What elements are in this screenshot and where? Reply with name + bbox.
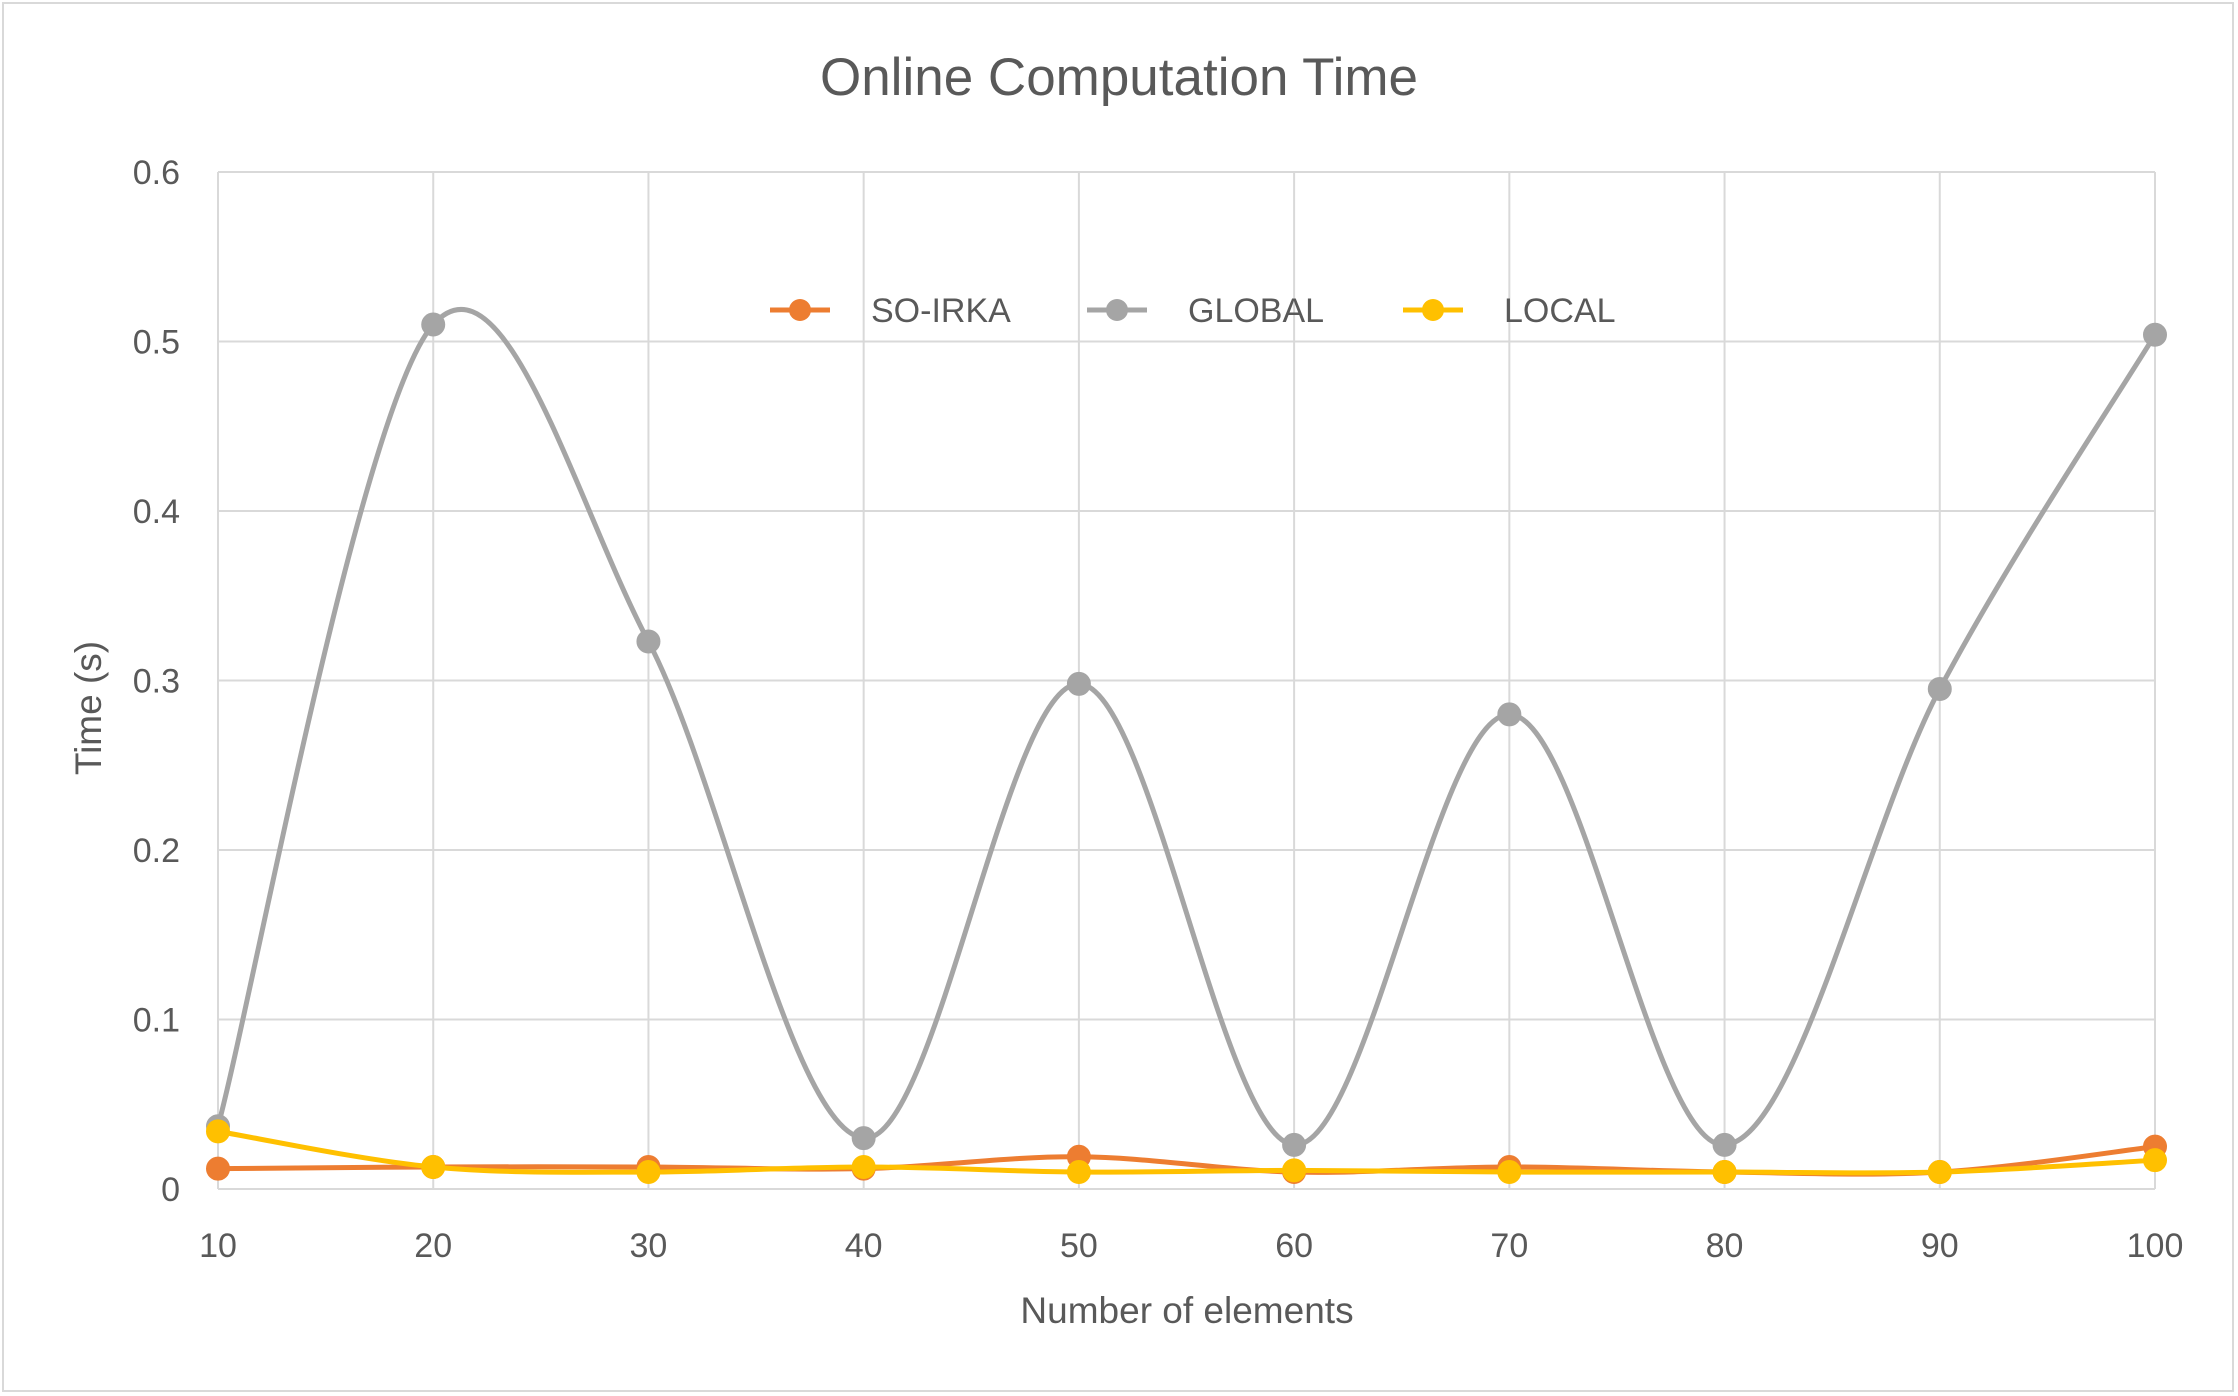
data-point-local [636, 1160, 661, 1185]
data-point-local [1282, 1158, 1307, 1183]
data-point-local [1066, 1160, 1091, 1185]
legend-marker-global [1106, 299, 1128, 321]
y-tick-label: 0.4 [133, 493, 180, 531]
series-lines [206, 306, 2167, 1185]
series-global [206, 306, 2167, 1157]
y-tick-label: 0.2 [133, 832, 180, 870]
data-point-local [851, 1154, 876, 1179]
data-point-local [1927, 1160, 1952, 1185]
y-tick-label: 0.5 [133, 324, 180, 362]
data-point-global [1927, 676, 1952, 701]
data-point-global [1282, 1132, 1307, 1157]
y-tick-label: 0.3 [133, 663, 180, 701]
y-axis-label: Time (s) [68, 641, 109, 775]
x-tick-label: 10 [199, 1227, 237, 1265]
series-local [206, 1119, 2167, 1185]
series-line-global [215, 306, 2158, 1148]
x-tick-label: 80 [1706, 1227, 1744, 1265]
data-point-local [1497, 1160, 1522, 1185]
data-point-global [421, 312, 446, 337]
data-point-global [2143, 322, 2167, 347]
x-tick-label: 50 [1060, 1227, 1098, 1265]
data-point-global [1497, 702, 1522, 727]
x-axis-ticks: 10 20 30 40 50 60 70 80 90 100 [199, 1227, 2183, 1265]
series-so-irka [206, 1134, 2167, 1185]
x-tick-label: 70 [1490, 1227, 1528, 1265]
legend-label-global: GLOBAL [1188, 292, 1324, 330]
x-tick-label: 20 [414, 1227, 452, 1265]
legend-marker-so-irka [789, 299, 811, 321]
legend: SO-IRKA GLOBAL LOCAL [770, 292, 1616, 330]
series-line-local [215, 1128, 2158, 1176]
data-point-local [206, 1119, 230, 1144]
legend-label-so-irka: SO-IRKA [871, 292, 1011, 330]
y-tick-label: 0 [161, 1171, 180, 1209]
chart-title: Online Computation Time [820, 48, 1418, 107]
data-point-so-irka [206, 1156, 230, 1181]
x-tick-label: 30 [630, 1227, 668, 1265]
y-axis-ticks: 0 0.1 0.2 0.3 0.4 0.5 0.6 [133, 154, 180, 1209]
legend-marker-local [1422, 299, 1444, 321]
x-tick-label: 90 [1921, 1227, 1959, 1265]
x-tick-label: 60 [1275, 1227, 1313, 1265]
x-tick-label: 40 [845, 1227, 883, 1265]
legend-label-local: LOCAL [1504, 292, 1616, 330]
x-tick-label: 100 [2127, 1227, 2184, 1265]
data-point-global [1712, 1132, 1737, 1157]
y-tick-label: 0.1 [133, 1002, 180, 1040]
gridlines [217, 171, 2156, 1190]
data-point-local [1712, 1160, 1737, 1185]
y-tick-label: 0.6 [133, 154, 180, 192]
data-point-local [2143, 1148, 2167, 1173]
data-point-global [851, 1126, 876, 1151]
data-point-global [636, 629, 661, 654]
x-axis-label: Number of elements [1020, 1290, 1353, 1331]
data-point-global [1066, 671, 1091, 696]
data-point-local [421, 1154, 446, 1179]
